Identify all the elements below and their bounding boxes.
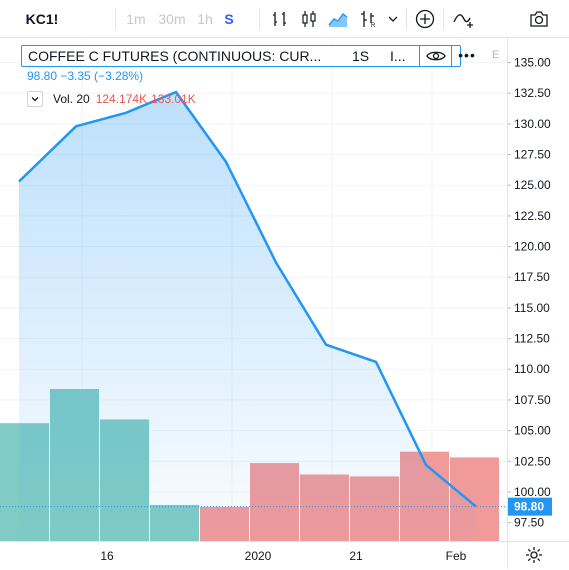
price-tick-label: 97.50	[514, 516, 544, 530]
eye-icon	[420, 46, 452, 66]
time-axis-border	[0, 541, 569, 542]
price-tick-label: 117.50	[514, 270, 550, 284]
volume-value: 124.174K	[96, 92, 147, 106]
price-area	[19, 92, 476, 541]
price-area-fill	[19, 92, 476, 541]
gear-icon	[524, 545, 544, 565]
price-tick-label: 125.00	[514, 178, 551, 192]
symbol-legend[interactable]: COFFEE C FUTURES (CONTINUOUS: CUR... 1S …	[21, 45, 461, 67]
last-price-label: 98.80	[514, 500, 544, 514]
time-axis[interactable]: 16 2020 21 Feb	[100, 549, 466, 563]
price-tick-label: 132.50	[514, 86, 551, 100]
price-tick-label: 112.50	[514, 332, 550, 346]
price-tick-label: 100.00	[514, 485, 551, 499]
price-tick-label: 127.50	[514, 148, 551, 162]
visibility-toggle[interactable]	[419, 46, 452, 66]
time-tick-label: Feb	[446, 549, 467, 563]
price-tick-label: 105.00	[514, 424, 551, 438]
volume-label: Vol. 20	[53, 92, 90, 106]
time-tick-label: 21	[349, 549, 363, 563]
more-icon: •••	[458, 47, 476, 63]
price-tick-label: 120.00	[514, 240, 551, 254]
legend-interval: 1S	[352, 48, 369, 64]
price-axis-border	[507, 38, 508, 569]
chevron-down-icon	[30, 94, 40, 104]
price-tick-label: 110.00	[514, 362, 550, 376]
time-tick-label: 16	[100, 549, 114, 563]
earnings-label: E	[492, 49, 499, 61]
price-axis[interactable]: 135.00 132.50 130.00 127.50 125.00 122.50 120.…	[507, 56, 551, 530]
legend-exchange: I...	[390, 48, 406, 64]
price-tick-label: 102.50	[514, 454, 551, 468]
volume-collapse-toggle[interactable]	[27, 91, 43, 107]
legend-quote: 98.80 −3.35 (−3.28%)	[27, 69, 143, 83]
time-tick-label: 2020	[245, 549, 272, 563]
price-tick-label: 115.00	[514, 301, 550, 315]
volume-legend: Vol. 20 124.174K 133.01K	[27, 90, 196, 108]
price-tick-label: 122.50	[514, 209, 551, 223]
volume-ma-value: 133.01K	[151, 92, 196, 106]
price-tick-label: 107.50	[514, 393, 551, 407]
price-tick-label: 130.00	[514, 117, 551, 131]
legend-title: COFFEE C FUTURES (CONTINUOUS: CUR...	[28, 48, 321, 64]
price-tick-label: 135.00	[514, 56, 551, 70]
more-options-button[interactable]: •••	[451, 46, 482, 66]
chart-settings-button[interactable]	[524, 545, 544, 565]
